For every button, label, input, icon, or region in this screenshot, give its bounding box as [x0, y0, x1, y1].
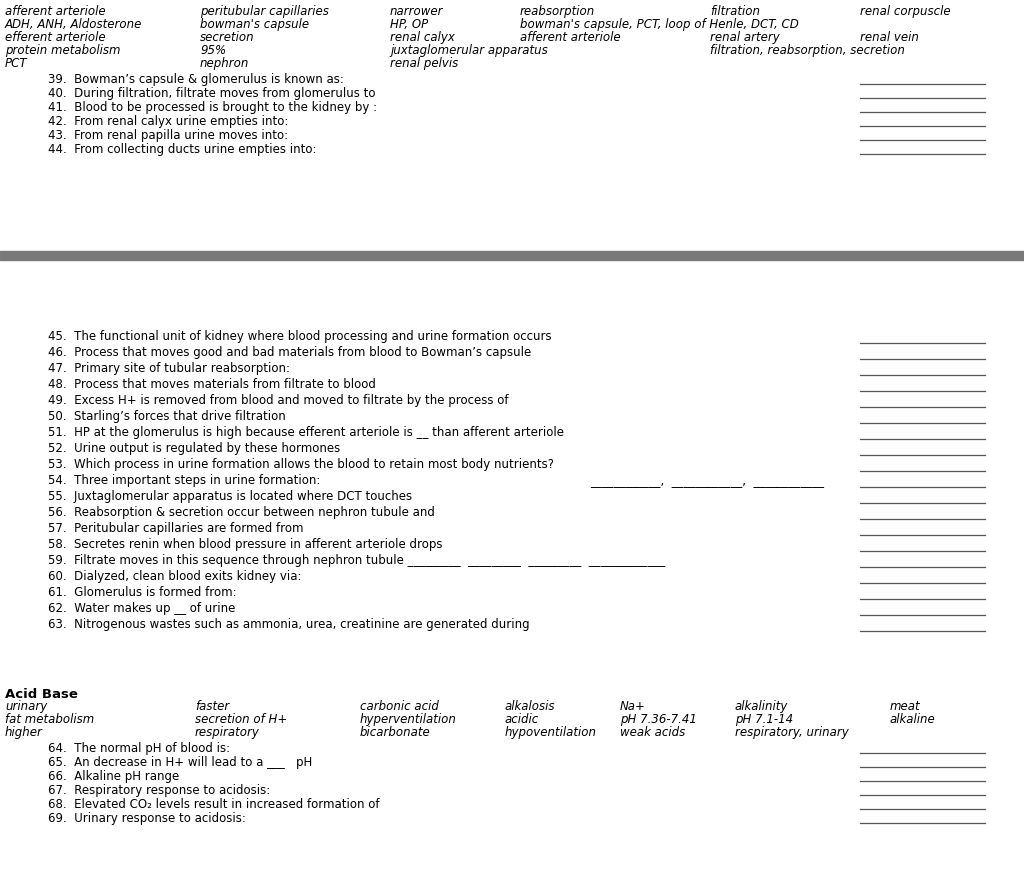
- Text: 39.  Bowman’s capsule & glomerulus is known as:: 39. Bowman’s capsule & glomerulus is kno…: [48, 73, 344, 86]
- Text: filtration, reabsorption, secretion: filtration, reabsorption, secretion: [710, 44, 905, 57]
- Text: 46.  Process that moves good and bad materials from blood to Bowman’s capsule: 46. Process that moves good and bad mate…: [48, 346, 531, 359]
- Text: hypoventilation: hypoventilation: [505, 725, 597, 738]
- Text: renal calyx: renal calyx: [390, 31, 455, 44]
- Bar: [0, 252, 1024, 260]
- Text: 66.  Alkaline pH range: 66. Alkaline pH range: [48, 769, 179, 782]
- Text: reabsorption: reabsorption: [520, 5, 595, 18]
- Text: 65.  An decrease in H+ will lead to a ___   pH: 65. An decrease in H+ will lead to a ___…: [48, 755, 312, 768]
- Text: fat metabolism: fat metabolism: [5, 712, 94, 725]
- Text: 43.  From renal papilla urine moves into:: 43. From renal papilla urine moves into:: [48, 129, 288, 142]
- Text: 56.  Reabsorption & secretion occur between nephron tubule and: 56. Reabsorption & secretion occur betwe…: [48, 505, 435, 518]
- Text: 68.  Elevated CO₂ levels result in increased formation of: 68. Elevated CO₂ levels result in increa…: [48, 797, 380, 810]
- Text: bicarbonate: bicarbonate: [360, 725, 431, 738]
- Text: juxtaglomerular apparatus: juxtaglomerular apparatus: [390, 44, 548, 57]
- Text: 63.  Nitrogenous wastes such as ammonia, urea, creatinine are generated during: 63. Nitrogenous wastes such as ammonia, …: [48, 617, 529, 631]
- Text: 58.  Secretes renin when blood pressure in afferent arteriole drops: 58. Secretes renin when blood pressure i…: [48, 538, 442, 551]
- Text: 45.  The functional unit of kidney where blood processing and urine formation oc: 45. The functional unit of kidney where …: [48, 330, 552, 343]
- Text: 69.  Urinary response to acidosis:: 69. Urinary response to acidosis:: [48, 811, 246, 824]
- Text: secretion of H+: secretion of H+: [195, 712, 288, 725]
- Text: 44.  From collecting ducts urine empties into:: 44. From collecting ducts urine empties …: [48, 143, 316, 156]
- Text: 50.  Starling’s forces that drive filtration: 50. Starling’s forces that drive filtrat…: [48, 410, 286, 423]
- Text: alkaline: alkaline: [890, 712, 936, 725]
- Text: 53.  Which process in urine formation allows the blood to retain most body nutri: 53. Which process in urine formation all…: [48, 458, 554, 470]
- Text: urinary: urinary: [5, 699, 47, 712]
- Text: respiratory, urinary: respiratory, urinary: [735, 725, 849, 738]
- Text: peritubular capillaries: peritubular capillaries: [200, 5, 329, 18]
- Text: renal vein: renal vein: [860, 31, 919, 44]
- Text: 40.  During filtration, filtrate moves from glomerulus to: 40. During filtration, filtrate moves fr…: [48, 87, 376, 100]
- Text: higher: higher: [5, 725, 43, 738]
- Text: narrower: narrower: [390, 5, 443, 18]
- Text: pH 7.1-14: pH 7.1-14: [735, 712, 794, 725]
- Text: 54.  Three important steps in urine formation:: 54. Three important steps in urine forma…: [48, 474, 321, 487]
- Text: protein metabolism: protein metabolism: [5, 44, 121, 57]
- Text: respiratory: respiratory: [195, 725, 260, 738]
- Text: 57.  Peritubular capillaries are formed from: 57. Peritubular capillaries are formed f…: [48, 522, 303, 534]
- Text: 52.  Urine output is regulated by these hormones: 52. Urine output is regulated by these h…: [48, 441, 340, 454]
- Text: hyperventilation: hyperventilation: [360, 712, 457, 725]
- Text: 59.  Filtrate moves in this sequence through nephron tubule _________  _________: 59. Filtrate moves in this sequence thro…: [48, 553, 666, 567]
- Text: efferent arteriole: efferent arteriole: [5, 31, 105, 44]
- Text: bowman's capsule, PCT, loop of Henle, DCT, CD: bowman's capsule, PCT, loop of Henle, DC…: [520, 18, 799, 31]
- Text: afferent arteriole: afferent arteriole: [5, 5, 105, 18]
- Text: 60.  Dialyzed, clean blood exits kidney via:: 60. Dialyzed, clean blood exits kidney v…: [48, 569, 301, 582]
- Text: 55.  Juxtaglomerular apparatus is located where DCT touches: 55. Juxtaglomerular apparatus is located…: [48, 489, 412, 503]
- Text: 48.  Process that moves materials from filtrate to blood: 48. Process that moves materials from fi…: [48, 378, 376, 390]
- Text: 64.  The normal pH of blood is:: 64. The normal pH of blood is:: [48, 741, 230, 754]
- Text: 62.  Water makes up __ of urine: 62. Water makes up __ of urine: [48, 602, 236, 614]
- Text: 51.  HP at the glomerulus is high because efferent arteriole is __ than afferent: 51. HP at the glomerulus is high because…: [48, 425, 564, 438]
- Text: meat: meat: [890, 699, 921, 712]
- Text: filtration: filtration: [710, 5, 760, 18]
- Text: 41.  Blood to be processed is brought to the kidney by :: 41. Blood to be processed is brought to …: [48, 101, 377, 114]
- Text: PCT: PCT: [5, 57, 28, 70]
- Text: ____________,  ____________,  ____________: ____________, ____________, ____________: [590, 474, 824, 487]
- Text: pH 7.36-7.41: pH 7.36-7.41: [620, 712, 697, 725]
- Text: 61.  Glomerulus is formed from:: 61. Glomerulus is formed from:: [48, 585, 237, 598]
- Text: acidic: acidic: [505, 712, 540, 725]
- Text: 49.  Excess H+ is removed from blood and moved to filtrate by the process of: 49. Excess H+ is removed from blood and …: [48, 394, 509, 407]
- Text: afferent arteriole: afferent arteriole: [520, 31, 621, 44]
- Text: renal pelvis: renal pelvis: [390, 57, 459, 70]
- Text: nephron: nephron: [200, 57, 250, 70]
- Text: 95%: 95%: [200, 44, 226, 57]
- Text: faster: faster: [195, 699, 229, 712]
- Text: Na+: Na+: [620, 699, 646, 712]
- Text: bowman's capsule: bowman's capsule: [200, 18, 309, 31]
- Text: alkalinity: alkalinity: [735, 699, 788, 712]
- Text: 67.  Respiratory response to acidosis:: 67. Respiratory response to acidosis:: [48, 783, 270, 796]
- Text: 47.  Primary site of tubular reabsorption:: 47. Primary site of tubular reabsorption…: [48, 361, 290, 374]
- Text: weak acids: weak acids: [620, 725, 685, 738]
- Text: renal artery: renal artery: [710, 31, 779, 44]
- Text: Acid Base: Acid Base: [5, 688, 78, 700]
- Text: secretion: secretion: [200, 31, 255, 44]
- Text: 42.  From renal calyx urine empties into:: 42. From renal calyx urine empties into:: [48, 115, 289, 128]
- Text: renal corpuscle: renal corpuscle: [860, 5, 950, 18]
- Text: HP, OP: HP, OP: [390, 18, 428, 31]
- Text: carbonic acid: carbonic acid: [360, 699, 439, 712]
- Text: alkalosis: alkalosis: [505, 699, 555, 712]
- Text: ADH, ANH, Aldosterone: ADH, ANH, Aldosterone: [5, 18, 142, 31]
